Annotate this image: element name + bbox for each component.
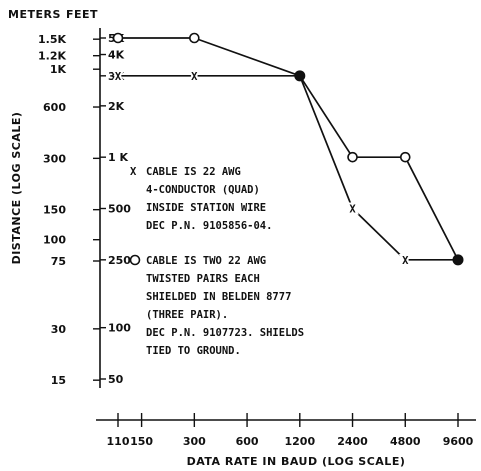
x-axis-title: DATA RATE IN BAUD (LOG SCALE) — [187, 455, 406, 468]
legend-o-line-5: DEC P.N. 9107723. SHIELDS — [146, 327, 304, 339]
series-1-point-3 — [347, 151, 358, 163]
y-tick-label-feet-4: 1 K — [108, 151, 128, 164]
y-tick-label-meters-5: 300 — [43, 152, 66, 165]
legend-x-line-3: INSIDE STATION WIRE — [146, 202, 266, 214]
legend-o-symbol-icon — [129, 254, 141, 266]
legend-o-line-2: TWISTED PAIRS EACH — [146, 273, 260, 285]
y-tick-label-feet-6: 3K — [108, 70, 125, 83]
y-tick-label-feet-3: 500 — [108, 203, 131, 216]
y-tick-label-meters-7: 1K — [50, 63, 67, 76]
series-0-point-1: X — [191, 71, 198, 83]
y-tick-label-meters-9: 1.5K — [38, 33, 66, 46]
x-tick-label-6: 4800 — [390, 435, 421, 448]
y-unit-feet-label: FEET — [66, 8, 98, 21]
y-tick-label-feet-2: 250 — [108, 254, 131, 267]
series-1-point-0 — [112, 32, 124, 44]
y-tick-label-meters-8: 1.2K — [38, 50, 66, 63]
x-tick-label-2: 300 — [183, 435, 206, 448]
y-tick-label-meters-4: 150 — [43, 204, 66, 217]
legend-o-line-1: CABLE IS TWO 22 AWG — [146, 255, 266, 267]
legend-o-line-3: SHIELDED IN BELDEN 8777 — [146, 291, 291, 303]
series-lines-group — [118, 37, 459, 261]
y-ticks-group: 15 30 75 100 150 300 600 1K1.2K 1.5K 50 100 250 500 1… — [38, 32, 131, 387]
x-tick-label-4: 1200 — [284, 435, 315, 448]
y-tick-label-feet-1: 100 — [108, 322, 131, 335]
x-tick-label-0: 110 — [107, 435, 130, 448]
shared-point-0 — [294, 70, 306, 82]
series-0-segment-3 — [351, 207, 406, 261]
y-unit-meters-label: METERS — [8, 8, 61, 21]
y-axis-title: DISTANCE (LOG SCALE) — [10, 112, 23, 265]
series-0-segment-2 — [299, 75, 354, 209]
y-tick-label-feet-5: 2K — [108, 100, 125, 113]
legend-o-line-6: TIED TO GROUND. — [146, 345, 241, 357]
legend-cable-quad: X CABLE IS 22 AWG 4-CONDUCTOR (QUAD) INS… — [130, 166, 272, 232]
legend-o-line-4: (THREE PAIR). — [146, 309, 228, 321]
series-0-point-3: X — [349, 204, 356, 216]
y-tick-label-meters-1: 30 — [51, 323, 67, 336]
series-0-point-4: X — [402, 255, 409, 267]
x-tick-label-1: 150 — [130, 435, 153, 448]
y-tick-label-meters-0: 15 — [51, 374, 66, 387]
y-tick-label-meters-6: 600 — [43, 101, 66, 114]
legend-x-line-2: 4-CONDUCTOR (QUAD) — [146, 184, 260, 196]
y-tick-label-meters-3: 100 — [43, 234, 66, 247]
x-ticks-group: 110 150 300 600 1200 2400 4800 9600 — [107, 413, 474, 448]
legend-x-line-4: DEC P.N. 9105856-04. — [146, 220, 272, 232]
series-1-segment-4 — [404, 156, 459, 261]
x-tick-label-5: 2400 — [337, 435, 368, 448]
y-tick-label-feet-0: 50 — [108, 373, 124, 386]
x-tick-label-3: 600 — [236, 435, 259, 448]
series-1-segment-2 — [299, 75, 354, 158]
shared-point-1 — [452, 254, 464, 266]
x-tick-label-7: 9600 — [443, 435, 474, 448]
series-0-point-0: X — [115, 71, 122, 83]
legend-x-line-1: CABLE IS 22 AWG — [146, 166, 241, 178]
series-1-point-4 — [399, 151, 411, 163]
y-tick-label-feet-7: 4K — [108, 49, 125, 62]
series-1-point-1 — [189, 32, 200, 44]
series-1-segment-1 — [194, 37, 301, 77]
legend-cable-twisted-pairs: CABLE IS TWO 22 AWG TWISTED PAIRS EACH S… — [129, 254, 304, 357]
legend-x-symbol: X — [130, 166, 137, 178]
y-tick-label-meters-2: 75 — [51, 255, 66, 268]
series-markers-group: X X X X — [112, 32, 464, 269]
